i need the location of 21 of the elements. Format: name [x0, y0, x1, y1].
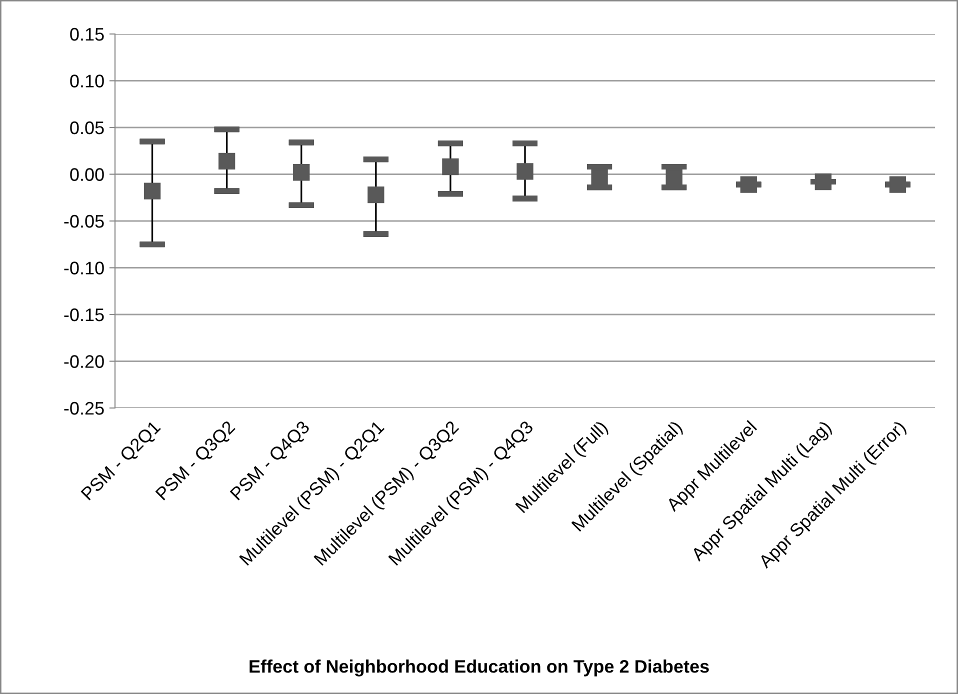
y-tick-label: 0.10 — [70, 74, 104, 88]
y-tick-label: -0.15 — [64, 308, 104, 322]
y-tick-label: 0.15 — [70, 28, 104, 41]
y-tick-label: -0.05 — [64, 214, 104, 228]
y-tick-label: -0.25 — [64, 402, 104, 415]
point — [740, 176, 757, 193]
text: Effect of Neighborhood Education on Type 2 Diabetes — [250, 660, 709, 676]
point — [218, 152, 236, 170]
y-tick-label: -0.10 — [64, 262, 104, 274]
y-tick-label: -0.20 — [64, 355, 104, 368]
point — [293, 164, 310, 181]
point — [144, 182, 161, 200]
point — [442, 158, 459, 176]
y-tick-label: 0.05 — [70, 121, 104, 134]
point — [591, 168, 608, 186]
point — [666, 168, 682, 186]
y-tick-label: 0.00 — [70, 168, 104, 181]
point — [516, 163, 534, 180]
point — [814, 173, 832, 190]
point — [889, 176, 906, 193]
point — [368, 186, 384, 204]
